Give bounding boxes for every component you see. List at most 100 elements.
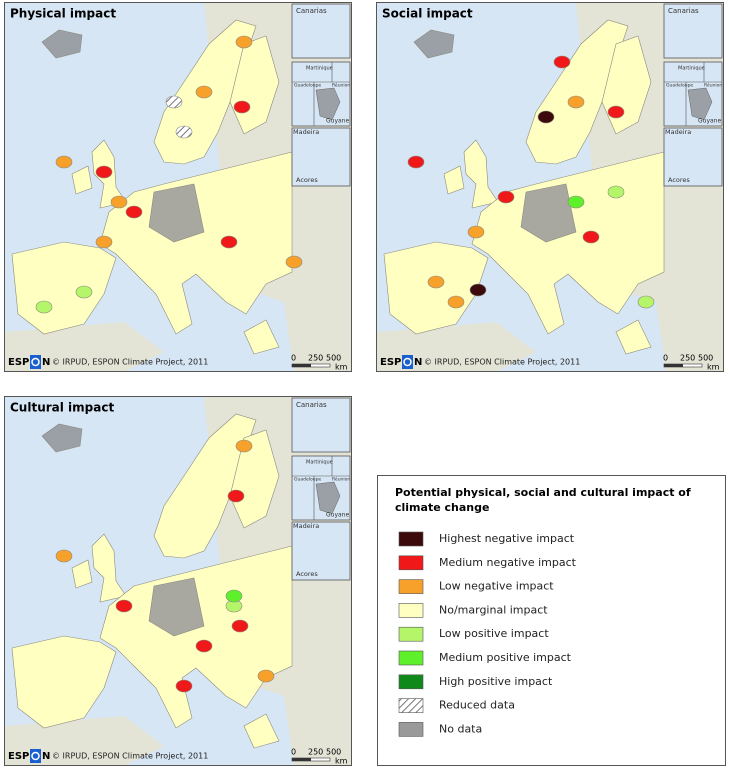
region	[235, 35, 253, 49]
inset-label: Martinique	[306, 66, 333, 72]
logo-mark	[30, 749, 41, 763]
region	[257, 669, 275, 683]
region	[637, 295, 655, 309]
scale-bar	[664, 364, 683, 367]
region	[95, 165, 113, 179]
region	[227, 489, 245, 503]
legend-label: Highest negative impact	[439, 532, 575, 545]
legend-label: Medium negative impact	[439, 556, 577, 569]
region	[55, 549, 73, 563]
panel-title: Physical impact	[10, 7, 116, 21]
panel-title: Cultural impact	[10, 401, 114, 415]
region	[95, 235, 113, 249]
inset-label: Réunion	[332, 82, 350, 89]
inset-label: Martinique	[306, 460, 333, 466]
region	[582, 230, 600, 244]
region	[469, 283, 487, 297]
logo-ring	[31, 751, 40, 761]
panel-frame	[4, 2, 352, 372]
scale-unit: km	[707, 363, 720, 372]
legend-swatch	[398, 555, 424, 571]
legend-swatch	[398, 603, 424, 618]
inset-label: Canarias	[668, 7, 699, 15]
scale-label: 250	[308, 748, 323, 757]
scale-label: 250	[308, 354, 323, 363]
inset-label: Madeira	[293, 522, 319, 530]
inset-label: Réunion	[332, 476, 350, 483]
map-panel: Cultural impact Canarias Martinique Guadelo…	[3, 395, 353, 767]
logo-mark	[30, 355, 41, 369]
region	[110, 195, 128, 209]
scale-label: 500	[698, 354, 713, 363]
region	[467, 225, 485, 239]
region	[497, 190, 515, 204]
region	[195, 639, 213, 653]
credit: © IRPUD, ESPON Climate Project, 2011	[52, 358, 208, 367]
legend-swatch	[398, 722, 424, 737]
credit: © IRPUD, ESPON Climate Project, 2011	[52, 752, 208, 761]
region	[233, 100, 251, 114]
inset-frame	[291, 3, 351, 59]
legend-label: No data	[439, 722, 482, 735]
inset-land	[687, 87, 713, 121]
scale-label: 0	[663, 354, 668, 363]
region	[175, 679, 193, 693]
inset-label: Acores	[296, 176, 318, 184]
region	[55, 155, 73, 169]
panel-frame	[4, 396, 352, 766]
inset-label: Canarias	[296, 401, 327, 409]
logo-mark	[402, 355, 413, 369]
inset-frame	[663, 3, 723, 59]
inset-label: Guadeloupe	[294, 83, 321, 89]
inset-frame	[291, 127, 351, 187]
region	[165, 95, 183, 109]
inset-label: Madeira	[293, 128, 319, 136]
legend-label: Low negative impact	[439, 580, 554, 593]
inset-label: Guyane	[698, 118, 721, 125]
region	[195, 85, 213, 99]
region	[125, 205, 143, 219]
logo-ring	[31, 357, 40, 367]
region	[220, 235, 238, 249]
region	[567, 195, 585, 209]
region	[75, 285, 93, 299]
logo-text: N	[414, 357, 422, 368]
inset-land	[315, 481, 341, 515]
inset-label: Réunion	[704, 82, 722, 89]
map-panel: Physical impact Canarias Martinique Guadelo…	[3, 1, 353, 373]
scale-bar	[292, 758, 311, 761]
region	[553, 55, 571, 69]
logo-text: ESP	[8, 357, 29, 368]
inset-label: Martinique	[678, 66, 705, 72]
inset-land	[315, 87, 341, 121]
inset-label: Madeira	[665, 128, 691, 136]
region	[225, 589, 243, 603]
region	[537, 110, 555, 124]
legend-frame	[377, 475, 726, 766]
legend-label: High positive impact	[439, 675, 553, 688]
inset-label: Acores	[668, 176, 690, 184]
region	[407, 155, 425, 169]
logo-text: ESP	[380, 357, 401, 368]
region	[231, 619, 249, 633]
scale-label: 0	[291, 354, 296, 363]
legend-label: Reduced data	[439, 699, 515, 712]
region	[115, 599, 133, 613]
logo-text: ESP	[8, 751, 29, 762]
region	[427, 275, 445, 289]
inset-label: Acores	[296, 570, 318, 578]
legend-swatch	[398, 698, 424, 713]
legend-label: No/marginal impact	[439, 603, 548, 616]
logo-text: N	[42, 357, 50, 368]
scale-label: 250	[680, 354, 695, 363]
region	[285, 255, 303, 269]
legend-swatch	[398, 579, 424, 594]
scale-label: 0	[291, 748, 296, 757]
map-panel: Social impact Canarias Martinique Guadeloup…	[375, 1, 725, 373]
inset-label: Canarias	[296, 7, 327, 15]
region	[567, 95, 585, 109]
legend-swatch	[398, 626, 424, 642]
inset-label: Guadeloupe	[294, 477, 321, 483]
scale-unit: km	[335, 757, 348, 766]
